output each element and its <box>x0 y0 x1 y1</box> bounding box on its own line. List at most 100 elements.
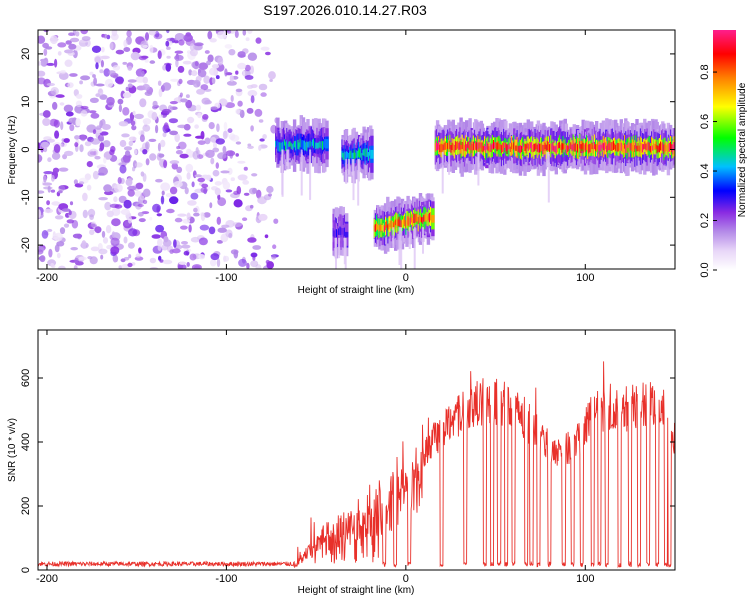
spectrogram-noise-blob <box>63 104 74 113</box>
spectrogram-noise-blob <box>109 149 115 156</box>
spectrogram-noise-blob <box>93 55 103 64</box>
spectrogram-smear <box>546 151 549 167</box>
spectrogram-noise-blob <box>165 193 173 198</box>
spectrogram-noise-blob <box>174 33 185 41</box>
spectrogram-noise-blob <box>217 56 224 66</box>
spectrogram-noise-blob <box>194 124 199 129</box>
spectrogram-noise-blob <box>43 175 47 183</box>
spectrogram-noise-blob <box>75 118 81 127</box>
spectrogram-noise-blob <box>57 190 63 194</box>
spectrogram-noise-blob <box>237 100 243 107</box>
spectrogram-noise-blob <box>208 226 216 235</box>
spectrogram-noise-blob <box>222 181 231 190</box>
spectrogram-noise-blob <box>98 166 108 176</box>
spectrogram-noise-blob <box>177 65 185 73</box>
spectrogram-noise-blob <box>242 180 250 185</box>
spectrogram-noise-blob <box>245 37 250 42</box>
spectrogram-noise-blob <box>53 119 60 128</box>
spectrogram-noise-blob <box>92 170 99 180</box>
spectrogram-noise-blob <box>109 42 114 50</box>
spectrogram-noise-blob <box>215 162 219 169</box>
spectrogram-noise-blob <box>216 123 220 132</box>
spectrogram-noise-blob <box>221 224 230 228</box>
spectrogram-noise-blob <box>235 141 242 145</box>
spectrogram-noise-blob <box>210 259 217 267</box>
y-tick-label: 0 <box>20 567 32 573</box>
spectrogram-noise-blob <box>138 218 146 223</box>
spectrogram-noise-blob <box>108 70 116 75</box>
spectrogram-noise-blob <box>181 241 188 245</box>
spectrogram-noise-blob <box>106 96 115 106</box>
spectrogram-noise-blob <box>222 130 228 140</box>
spectrogram-feature-noise <box>38 30 279 269</box>
spectrogram-noise-blob <box>212 169 220 177</box>
spectrogram-noise-blob <box>216 240 223 244</box>
spectrogram-noise-blob <box>149 217 153 221</box>
spectrogram-noise-blob <box>72 49 78 59</box>
spectrogram-noise-blob <box>165 63 172 72</box>
spectrogram-noise-blob <box>178 141 187 150</box>
spectrogram-noise-blob <box>102 237 109 244</box>
spectrogram-noise-blob <box>123 146 133 151</box>
spectrogram-smear <box>352 159 355 201</box>
spectrogram-noise-blob <box>176 166 183 173</box>
spectrogram-noise-blob <box>199 224 210 231</box>
spectrogram-noise-blob <box>39 255 46 263</box>
spectrogram-noise-blob <box>56 252 61 259</box>
spectrogram-noise-blob <box>42 110 51 118</box>
spectrogram-noise-blob <box>89 229 95 236</box>
y-tick-label: 0 <box>20 146 32 152</box>
spectrogram-noise-blob <box>214 181 222 186</box>
spectrogram-noise-blob <box>114 204 123 209</box>
spectrogram-noise-blob <box>64 49 74 54</box>
spectrogram-noise-blob <box>50 263 55 267</box>
spectrogram-noise-blob <box>138 55 147 61</box>
spectrogram-noise-blob <box>139 195 145 201</box>
spectrogram-noise-blob <box>158 114 164 118</box>
spectrogram-noise-blob <box>127 79 137 83</box>
spectrogram-noise-blob <box>128 140 134 147</box>
spectrogram-noise-blob <box>155 224 165 233</box>
spectrogram-noise-blob <box>269 79 273 82</box>
spectrogram-noise-blob <box>178 78 183 84</box>
spectrogram-noise-blob <box>38 154 43 163</box>
spectrogram-noise-blob <box>209 202 213 209</box>
spectrogram-noise-blob <box>169 196 179 205</box>
spectrogram-noise-blob <box>122 92 132 99</box>
spectrogram-noise-blob <box>200 130 205 140</box>
spectrogram-noise-blob <box>67 82 74 88</box>
spectrogram-noise-blob <box>54 58 58 68</box>
spectrogram-noise-blob <box>265 259 270 265</box>
spectrogram-noise-blob <box>209 38 217 43</box>
spectrogram-noise-blob <box>186 172 191 180</box>
spectrogram-noise-blob <box>73 179 78 185</box>
spectrogram-noise-blob <box>163 160 168 169</box>
spectrogram-y-label: Frequency (Hz) <box>7 116 18 185</box>
spectrogram-noise-blob <box>45 46 53 50</box>
spectrogram-noise-blob <box>98 197 108 201</box>
spectrogram-noise-blob <box>152 100 158 108</box>
spectrogram-noise-blob <box>103 33 108 39</box>
spectrogram-noise-blob <box>238 258 247 267</box>
spectrogram-noise-blob <box>134 190 143 197</box>
spectrogram-noise-blob <box>201 183 209 188</box>
spectrogram-noise-blob <box>235 108 241 115</box>
spectrogram-noise-blob <box>105 225 112 234</box>
spectrogram-noise-blob <box>141 70 145 77</box>
spectrogram-noise-blob <box>118 265 123 269</box>
spectrogram-noise-blob <box>157 142 161 152</box>
spectrogram-noise-blob <box>207 54 214 63</box>
spectrogram-noise-blob <box>197 69 207 78</box>
spectrogram-noise-blob <box>258 213 268 221</box>
spectrogram-noise-blob <box>258 119 264 123</box>
spectrogram-noise-blob <box>69 124 75 132</box>
spectrogram-noise-blob <box>60 121 64 131</box>
snr-x-ticks: -200 -100 0 100 <box>36 330 594 585</box>
spectrogram-noise-blob <box>187 200 197 206</box>
spectrogram-noise-blob <box>54 244 60 253</box>
spectrogram-noise-blob <box>230 177 235 182</box>
spectrogram-noise-blob <box>114 255 119 263</box>
spectrogram-tone-cell <box>370 149 374 159</box>
spectrogram-noise-blob <box>122 107 130 116</box>
